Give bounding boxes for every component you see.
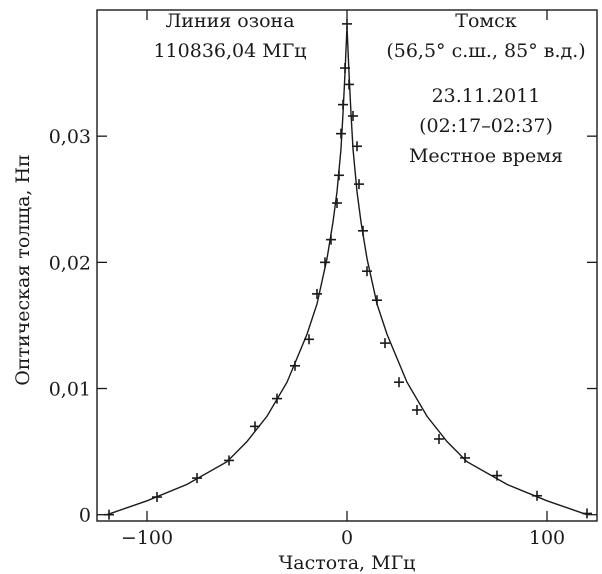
data-point-20 [354,179,364,190]
y-tick-label-2: 0,02 [49,252,91,274]
annotation-site: Томск [455,10,517,32]
data-point-10 [326,234,336,245]
annotation-line-freq: 110836,04 МГц [153,40,306,62]
y-tick-label-0: 0 [79,505,91,527]
data-point-14 [338,99,348,110]
y-tick-label-1: 0,01 [49,379,91,401]
data-point-22 [362,266,372,277]
data-point-15 [340,63,350,74]
data-point-21 [358,225,368,236]
data-point-4 [250,421,260,432]
data-point-28 [460,452,470,463]
data-point-13 [336,128,346,139]
data-point-24 [380,338,390,349]
data-point-2 [192,473,202,484]
data-point-26 [412,404,422,415]
data-point-18 [348,110,358,121]
annotation-coords: (56,5° с.ш., 85° в.д.) [386,40,585,62]
data-point-6 [290,360,300,371]
data-point-1 [152,492,162,503]
data-point-19 [352,141,362,152]
x-tick-label-0: −100 [121,527,173,549]
y-tick-label-3: 0,03 [49,126,91,148]
data-point-8 [312,288,322,299]
data-point-0 [104,509,114,520]
annotation-date: 23.11.2011 [432,85,541,107]
y-axis-label: Оптическая толща, Нп [12,154,34,385]
data-point-16 [342,18,352,29]
data-point-17 [344,79,354,90]
data-point-5 [272,393,282,404]
data-point-7 [304,334,314,345]
annotation-line-title: Линия озона [165,10,294,32]
x-tick-label-1: 0 [341,527,353,549]
data-point-31 [582,508,592,519]
data-point-3 [224,455,234,466]
data-markers [104,18,592,520]
x-tick-label-2: 100 [529,527,565,549]
data-point-30 [532,490,542,501]
data-point-12 [334,170,344,181]
ticks: −100 0 100 0 0,01 0,02 0,03 [49,10,597,549]
data-point-27 [434,433,444,444]
annotation-time-note: Местное время [409,145,563,167]
data-point-25 [394,377,404,388]
annotation-time-range: (02:17–02:37) [419,115,553,137]
data-point-23 [372,295,382,306]
x-axis-label: Частота, МГц [279,552,416,574]
data-point-29 [492,470,502,481]
data-point-9 [320,257,330,268]
data-point-11 [332,198,342,209]
